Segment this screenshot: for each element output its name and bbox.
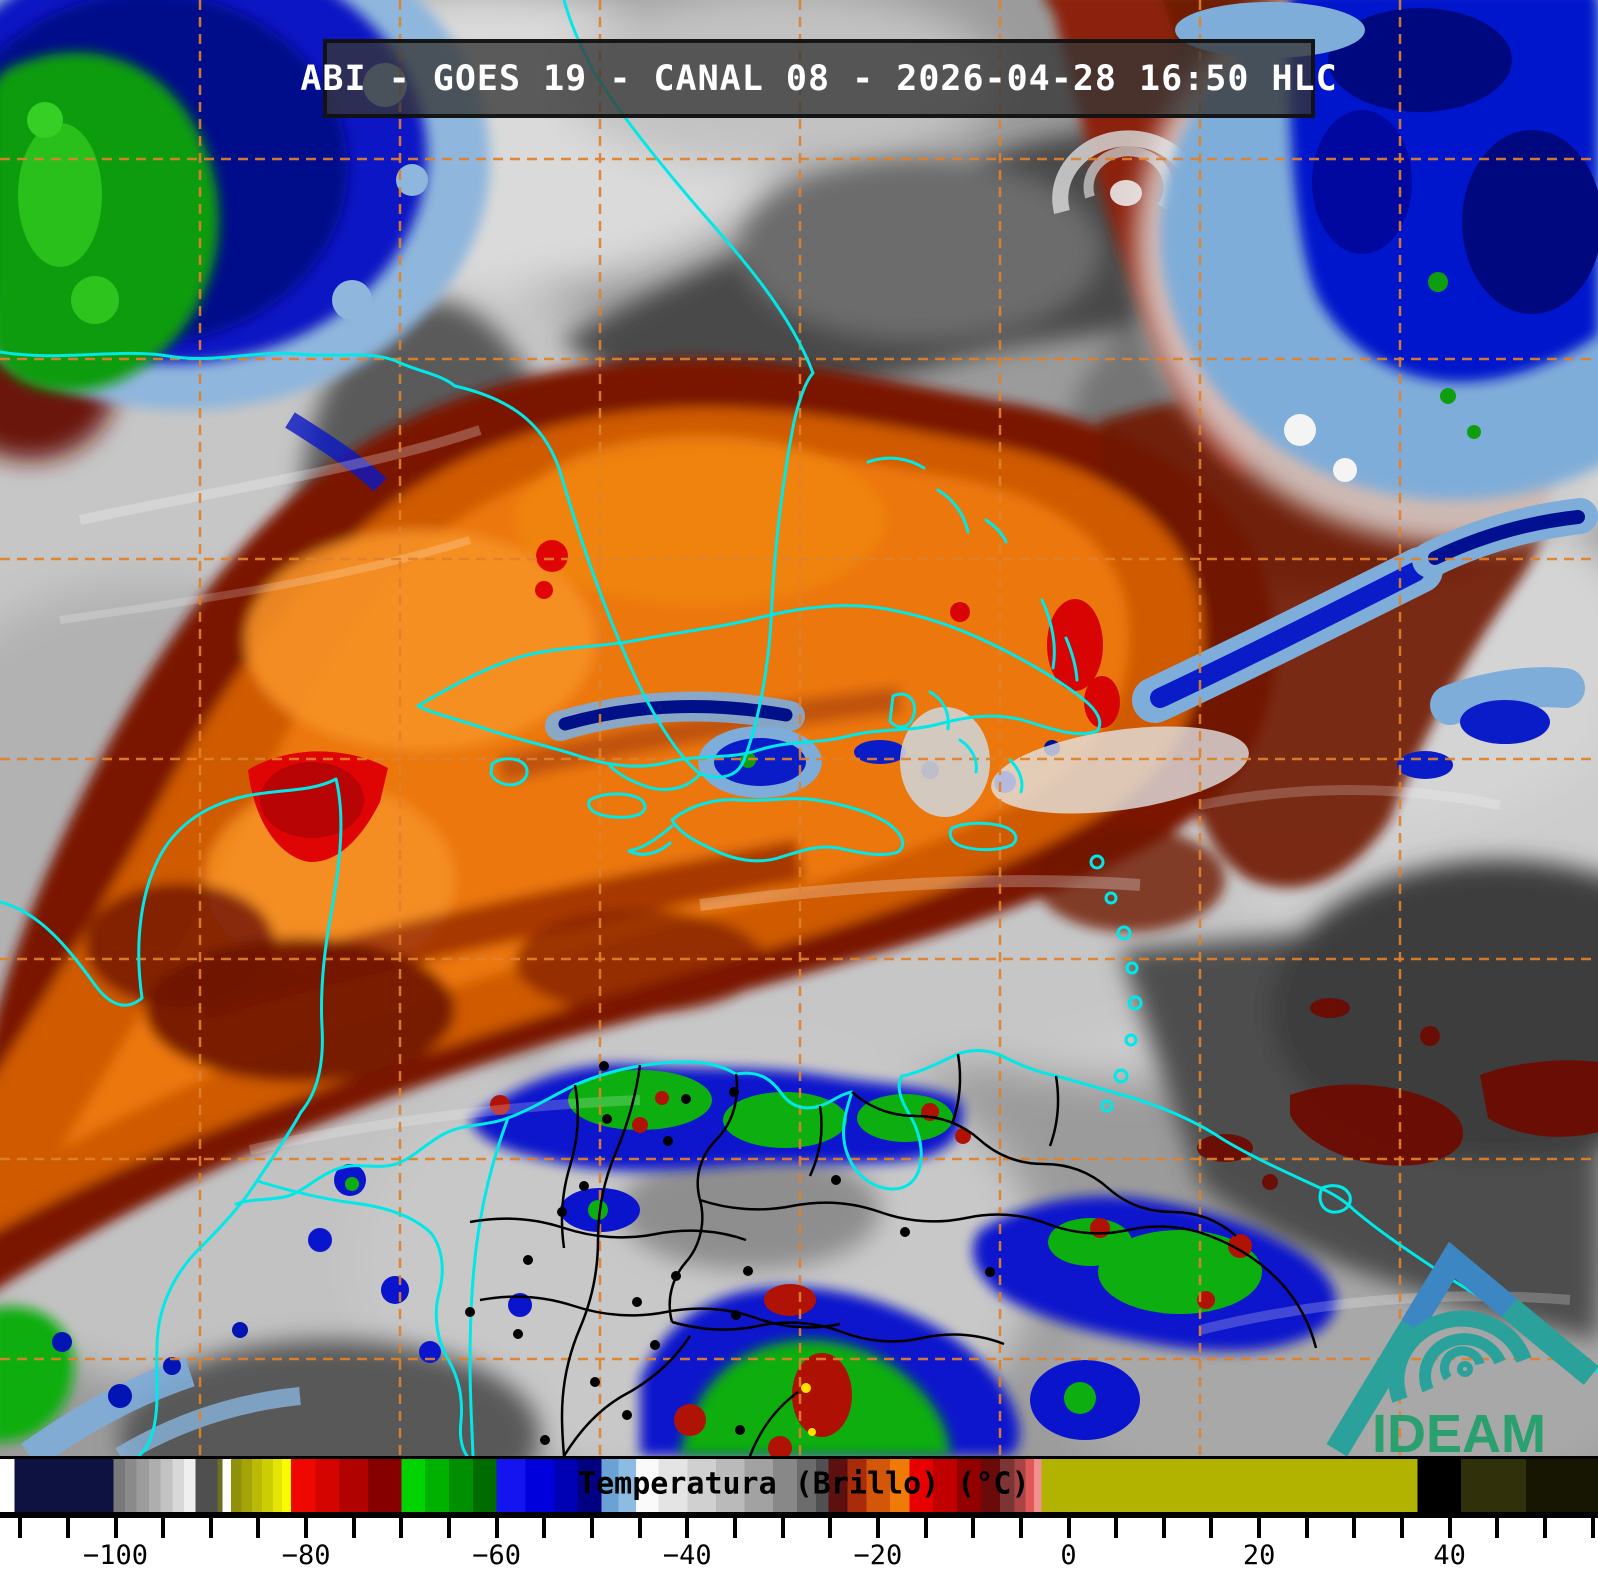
colorbar-tick xyxy=(1018,1518,1023,1538)
colorbar-tick-label: −20 xyxy=(853,1540,903,1571)
coast-honduras-nicaragua xyxy=(255,1179,469,1456)
colorbar-tick xyxy=(65,1518,70,1538)
colorbar-tick xyxy=(590,1518,594,1538)
colorbar-tick-label: −100 xyxy=(82,1540,149,1571)
colorbar-tick xyxy=(447,1518,451,1538)
colorbar-tick-label: −60 xyxy=(472,1540,522,1571)
colorbar-tick xyxy=(875,1518,880,1538)
coast-hispaniola xyxy=(670,797,905,863)
white-wisps xyxy=(59,425,1571,1335)
coast-trinidad xyxy=(1318,1184,1352,1214)
coast-campeche xyxy=(0,900,144,1007)
colorbar-tick xyxy=(208,1518,213,1538)
colorbar-tick-label: 0 xyxy=(1060,1540,1077,1571)
colorbar-tick-label: −80 xyxy=(281,1540,331,1571)
coast-colombia-pacific xyxy=(468,1116,510,1456)
colorbar-tick xyxy=(1066,1518,1071,1538)
convection-top-right xyxy=(1135,0,1598,545)
colorbar-tick xyxy=(113,1518,118,1538)
colorbar-tick xyxy=(399,1518,404,1538)
colorbar-tick xyxy=(351,1518,356,1538)
colorbar-tick xyxy=(256,1518,261,1538)
colorbar-tick xyxy=(1543,1518,1547,1538)
colorbar-tick xyxy=(1257,1518,1262,1538)
coastlines xyxy=(0,0,1598,1456)
colorbar-tick xyxy=(1495,1518,1500,1538)
coast-lesser-antilles xyxy=(1089,854,1143,1113)
coast-florida-keys xyxy=(608,764,702,791)
colorbar-tick xyxy=(828,1518,833,1538)
colorbar-tick-label: 20 xyxy=(1242,1540,1276,1571)
coast-jamaica xyxy=(587,792,647,819)
ideam-spiral-icon xyxy=(1388,1310,1532,1403)
satellite-map: IDEAM ABI - GOES 19 - CANAL 08 - 2026-04… xyxy=(0,0,1598,1456)
colorbar-tick xyxy=(1161,1518,1166,1538)
coast-puerto-rico xyxy=(948,821,1018,852)
coast-south-america-north xyxy=(573,1049,1598,1374)
colorbar-tick xyxy=(1590,1518,1595,1538)
coast-isla-juventud xyxy=(489,757,529,787)
colorbar-tick xyxy=(780,1518,785,1538)
coast-bahamas xyxy=(866,456,1079,794)
bottom-right-maroon-patches xyxy=(1197,998,1598,1190)
colorbar-ticks xyxy=(0,1518,1598,1540)
colorbar-tick xyxy=(685,1518,690,1538)
colorbar-label: Temperatura (Brillo) (°C) xyxy=(578,1466,1030,1502)
coast-gulf-us xyxy=(0,350,457,388)
coast-haiti-peninsula xyxy=(627,824,674,856)
colorbar-tick xyxy=(1209,1518,1214,1538)
colorbar-tick xyxy=(1447,1518,1452,1538)
convection-colombia xyxy=(308,1064,1337,1456)
colorbar-tick xyxy=(923,1518,928,1538)
coast-florida-west xyxy=(453,384,702,776)
colorbar-tick xyxy=(1304,1518,1309,1538)
title-banner: ABI - GOES 19 - CANAL 08 - 2026-04-28 16… xyxy=(300,39,1337,118)
convection-bottom-left xyxy=(0,1307,301,1456)
temperature-colorbar xyxy=(0,1456,1598,1518)
title-text: ABI - GOES 19 - CANAL 08 - 2026-04-28 16… xyxy=(300,58,1338,99)
ideam-logo: IDEAM xyxy=(1326,1241,1598,1456)
colorbar-tick xyxy=(304,1518,309,1538)
station-dots xyxy=(465,1061,995,1445)
colorbar-tick xyxy=(971,1518,976,1538)
satellite-image xyxy=(0,0,1598,1456)
colorbar-tick xyxy=(542,1518,547,1538)
colorbar-tick-label: −40 xyxy=(662,1540,712,1571)
colorbar-tick-label: 40 xyxy=(1433,1540,1466,1571)
colorbar-tick xyxy=(732,1518,737,1538)
colorbar-tick xyxy=(1114,1518,1119,1538)
coast-cuba xyxy=(416,604,1102,768)
temperature-scale-strip: Temperatura (Brillo) (°C) −100 −80 −60 −40−… xyxy=(0,1456,1598,1577)
colorbar-tick xyxy=(161,1518,166,1538)
colorbar-tick-labels: −100 −80 −60 −40 −20 0 20 40 xyxy=(0,1540,1598,1574)
colorbar-tick xyxy=(18,1518,23,1538)
colorbar-tick xyxy=(1352,1518,1357,1538)
coast-yucatan xyxy=(137,777,343,1456)
colorbar-tick xyxy=(494,1518,499,1538)
ideam-logo-text: IDEAM xyxy=(1372,1404,1546,1456)
colorbar-tick xyxy=(637,1518,642,1538)
colorbar-tick xyxy=(1400,1518,1404,1538)
